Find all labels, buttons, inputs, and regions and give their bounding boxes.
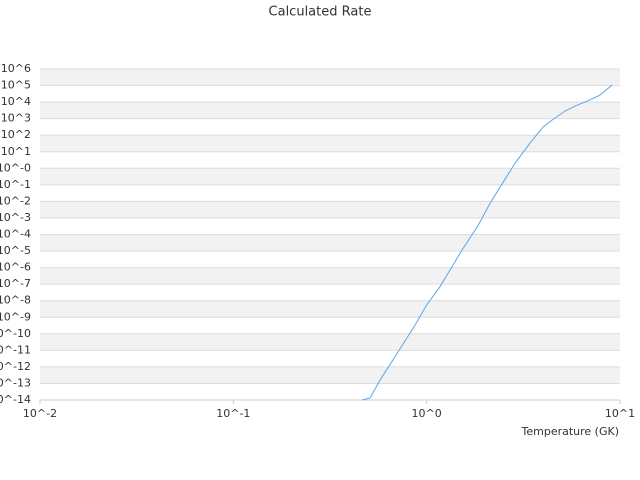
y-tick-label: 10^-8 [0,294,31,307]
y-tick-label: 10^4 [1,95,31,108]
grid-band [40,85,620,103]
y-tick-label: 10^2 [1,128,31,141]
grid-band [40,234,620,252]
y-tick-label: 10^-14 [0,393,31,406]
x-tick-label: 10^1 [605,407,635,420]
y-tick-label: 10^1 [1,145,31,158]
grid-band [40,135,620,152]
grid-band [40,201,620,218]
grid-band [40,366,620,384]
grid-band [40,300,620,318]
y-tick-label: 10^3 [1,112,31,125]
grid-band [40,251,620,268]
y-tick-label: 10^5 [1,79,31,92]
x-axis-label: Temperature (GK) [521,425,620,438]
x-tick-label: 10^0 [412,407,442,420]
y-tick-label: 10^-7 [0,277,31,290]
data-line [361,84,613,401]
x-tick-label: 10^-1 [216,407,250,420]
y-tick-label: 10^-5 [0,244,31,257]
y-tick-label: 10^-0 [0,161,31,174]
grid-band [40,118,620,136]
y-tick-label: 10^6 [1,62,31,75]
y-tick-label: 10^-2 [0,194,31,207]
y-tick-label: 10^-11 [0,343,31,356]
grid-band [40,151,620,169]
grid-band [40,333,620,351]
grid-band [40,102,620,119]
grid-band [40,284,620,301]
grid-band [40,184,620,202]
x-tick-label: 10^-2 [23,407,57,420]
chart-title: Calculated Rate [269,5,372,20]
grid-band [40,267,620,285]
grid-band [40,350,620,367]
grid-band [40,69,620,86]
y-tick-label: 10^-9 [0,310,31,323]
y-tick-label: 10^-4 [0,228,31,241]
grid-band [40,317,620,334]
y-tick-label: 10^-12 [0,360,31,373]
y-tick-label: 10^-3 [0,211,31,224]
grid-band [40,168,620,185]
y-tick-label: 10^-10 [0,327,31,340]
y-tick-label: 10^-6 [0,261,31,274]
grid-band [40,383,620,400]
y-tick-label: 10^-1 [0,178,31,191]
y-tick-label: 10^-13 [0,376,31,389]
grid-band [40,217,620,235]
